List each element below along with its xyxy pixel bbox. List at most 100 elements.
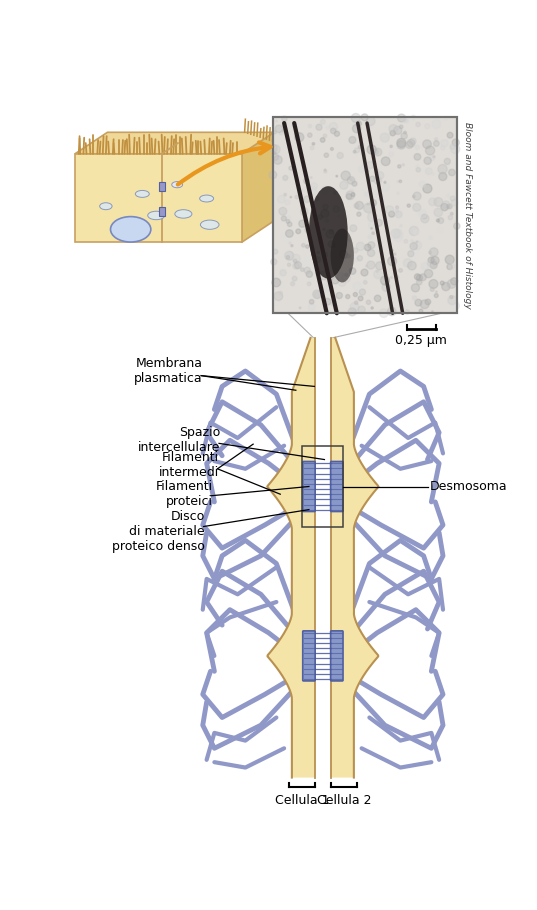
Circle shape <box>356 121 361 126</box>
Circle shape <box>361 114 368 121</box>
Bar <box>158 182 165 191</box>
Circle shape <box>448 169 455 176</box>
Circle shape <box>447 204 452 209</box>
Circle shape <box>451 196 455 201</box>
Circle shape <box>292 125 296 127</box>
Circle shape <box>447 132 453 138</box>
Circle shape <box>312 143 315 145</box>
Circle shape <box>296 229 301 234</box>
Circle shape <box>353 180 357 185</box>
FancyBboxPatch shape <box>303 631 315 681</box>
Circle shape <box>286 256 289 259</box>
Circle shape <box>415 274 420 279</box>
Circle shape <box>358 296 363 301</box>
Circle shape <box>412 196 415 197</box>
Circle shape <box>330 128 336 134</box>
Circle shape <box>445 116 448 120</box>
Circle shape <box>316 271 321 276</box>
Circle shape <box>441 204 448 211</box>
Circle shape <box>376 270 378 272</box>
Bar <box>272 116 457 313</box>
Circle shape <box>374 270 382 278</box>
Circle shape <box>425 124 430 128</box>
Circle shape <box>349 239 351 241</box>
Circle shape <box>291 245 293 247</box>
Circle shape <box>402 164 404 166</box>
Circle shape <box>287 222 292 227</box>
Circle shape <box>390 253 391 254</box>
Ellipse shape <box>175 209 192 218</box>
Circle shape <box>386 206 394 214</box>
Circle shape <box>376 262 384 269</box>
Circle shape <box>374 295 381 301</box>
Circle shape <box>315 197 319 200</box>
Circle shape <box>369 147 372 149</box>
Circle shape <box>330 207 332 210</box>
Circle shape <box>342 274 350 282</box>
Circle shape <box>368 242 375 248</box>
Circle shape <box>451 212 453 215</box>
Circle shape <box>397 138 406 147</box>
Circle shape <box>339 250 347 258</box>
Circle shape <box>451 278 458 285</box>
Circle shape <box>313 290 321 298</box>
Circle shape <box>283 176 288 180</box>
Circle shape <box>324 170 326 173</box>
Circle shape <box>408 261 416 270</box>
Circle shape <box>375 219 382 227</box>
Circle shape <box>323 134 326 137</box>
Text: Membrana
plasmatica: Membrana plasmatica <box>134 357 203 385</box>
Circle shape <box>321 187 329 195</box>
Circle shape <box>416 167 420 172</box>
Circle shape <box>372 232 374 235</box>
Circle shape <box>350 189 354 193</box>
Ellipse shape <box>111 217 151 242</box>
Circle shape <box>433 141 439 147</box>
Circle shape <box>432 310 433 312</box>
Circle shape <box>280 269 286 276</box>
Circle shape <box>447 279 456 288</box>
Circle shape <box>350 178 352 181</box>
Circle shape <box>396 211 402 217</box>
FancyBboxPatch shape <box>331 631 343 681</box>
Bar <box>302 447 343 527</box>
Circle shape <box>404 239 408 243</box>
Circle shape <box>292 254 300 262</box>
Circle shape <box>434 294 438 298</box>
Circle shape <box>371 228 372 229</box>
Circle shape <box>442 201 449 207</box>
Circle shape <box>374 177 381 184</box>
Circle shape <box>318 215 323 219</box>
Circle shape <box>402 118 407 122</box>
Circle shape <box>376 172 384 179</box>
Circle shape <box>310 147 314 150</box>
Circle shape <box>451 145 460 154</box>
Circle shape <box>438 217 444 224</box>
Circle shape <box>429 251 431 254</box>
Circle shape <box>430 261 437 268</box>
Circle shape <box>429 279 438 288</box>
Circle shape <box>419 309 423 313</box>
Circle shape <box>412 296 417 300</box>
Circle shape <box>323 217 329 223</box>
Circle shape <box>441 146 445 150</box>
Circle shape <box>367 213 376 221</box>
Circle shape <box>429 236 432 239</box>
Circle shape <box>366 162 373 168</box>
Circle shape <box>271 258 277 265</box>
Circle shape <box>410 249 418 258</box>
Circle shape <box>315 220 318 224</box>
Circle shape <box>420 215 429 223</box>
Circle shape <box>365 192 368 196</box>
Circle shape <box>287 263 291 267</box>
Circle shape <box>411 239 413 242</box>
Circle shape <box>306 245 309 248</box>
Circle shape <box>299 307 301 308</box>
Circle shape <box>423 140 431 148</box>
Circle shape <box>408 250 414 257</box>
Circle shape <box>387 308 396 316</box>
Circle shape <box>452 139 459 147</box>
Circle shape <box>407 119 409 121</box>
FancyBboxPatch shape <box>331 461 343 511</box>
Circle shape <box>450 145 455 149</box>
